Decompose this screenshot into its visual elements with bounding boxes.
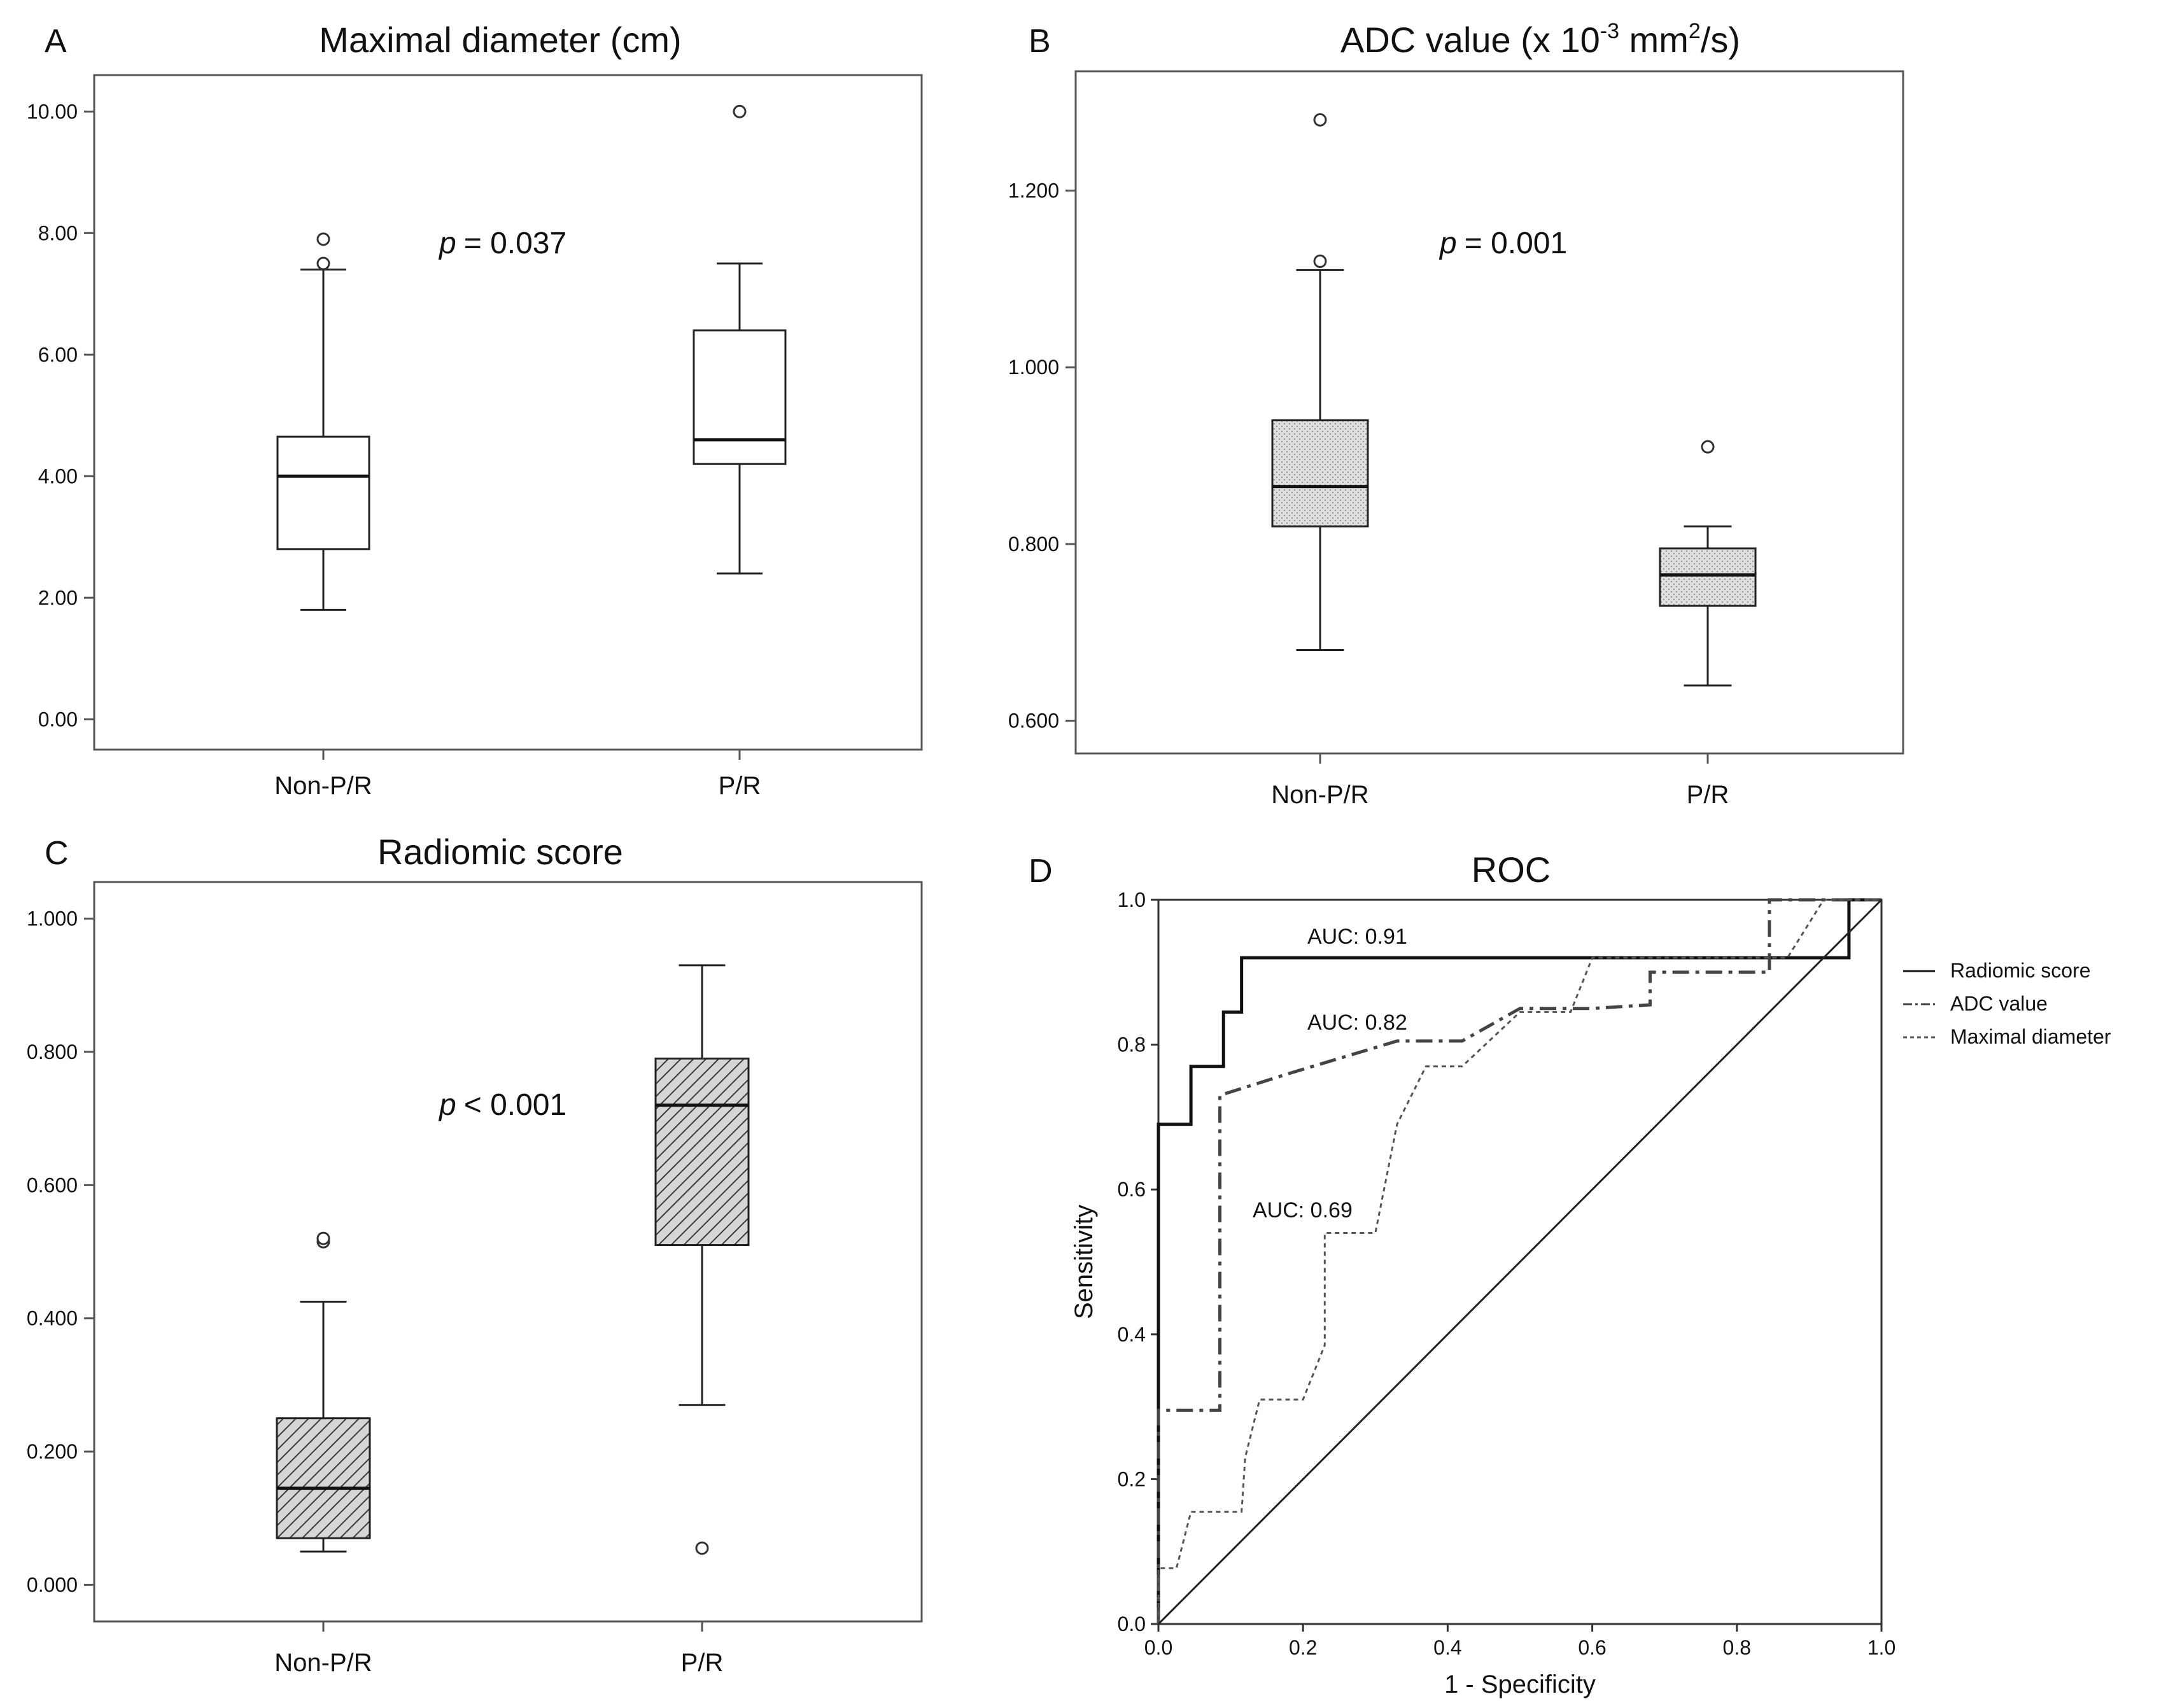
auc-label-maximal-diameter: AUC: 0.69 (1253, 1198, 1353, 1222)
panel-a-y-tick-label: 4.00 (38, 465, 78, 487)
panel-d-legend: Radiomic score ADC value Maximal diameter (1903, 959, 2111, 1048)
panel-a-title: Maximal diameter (cm) (319, 20, 681, 60)
panel-c-y-tick-label: 0.200 (27, 1440, 78, 1463)
panel-d-y-tick-label: 1.0 (1118, 888, 1146, 911)
panel-c-radiomic-score: Radiomic score 0.000 0.200 0.400 0.600 0.800… (27, 832, 923, 1677)
panel-b-category-label: Non-P/R (1271, 781, 1368, 809)
panel-letter-b: B (1029, 23, 1051, 60)
panel-a-p-value: p = 0.037 (438, 227, 566, 260)
panel-a-plot-frame (93, 74, 923, 751)
panel-b-p-value: p = 0.001 (1438, 227, 1567, 260)
panel-c-y-tick-label: 0.800 (27, 1040, 78, 1063)
panel-a-box-nonpr (276, 435, 370, 550)
roc-curve-adc-value (1157, 898, 1881, 1624)
panel-a-y-tick-label: 0.00 (38, 708, 78, 731)
panel-d-roc: ROC 0.0 0.2 0.4 0.6 0.8 1.0 0.0 0.2 0.4 0.6 0.8 1.0… (1070, 850, 2111, 1698)
panel-letter-c: C (45, 835, 69, 872)
panel-a-category-label: Non-P/R (274, 772, 372, 800)
panel-d-x-tick-label: 0.2 (1289, 1636, 1317, 1659)
panel-c-p-value: p < 0.001 (438, 1088, 566, 1122)
panel-b-outlier-point (1701, 440, 1715, 454)
roc-reference-diagonal (1157, 899, 1883, 1625)
panel-b-outlier-point (1313, 113, 1327, 127)
panel-a-y-tick-label: 8.00 (38, 221, 78, 244)
panel-b-outlier-point (1313, 255, 1327, 269)
panel-c-y-tick-label: 0.400 (27, 1307, 78, 1330)
panel-letter-a: A (45, 23, 67, 60)
roc-curve-maximal-diameter (1157, 899, 1881, 1624)
panel-c-category-label: P/R (681, 1649, 724, 1677)
panel-b-y-tick-label: 0.600 (1008, 710, 1059, 732)
panel-b-box-pr (1659, 547, 1757, 607)
panel-a-maximal-diameter: Maximal diameter (cm) 0.00 2.00 4.00 6.00 8.… (27, 20, 923, 800)
panel-a-y-tick-label: 6.00 (38, 343, 78, 366)
panel-c-plot-frame (93, 881, 923, 1623)
panel-c-box-nonpr (276, 1417, 371, 1539)
panel-c-y-tick-label: 1.000 (27, 907, 78, 930)
panel-d-title: ROC (1472, 850, 1551, 890)
panel-b-category-label: P/R (1687, 781, 1729, 809)
panel-d-y-tick-label: 0.4 (1118, 1323, 1146, 1346)
panel-b-box-nonpr (1271, 419, 1369, 528)
panel-d-y-tick-label: 0.0 (1118, 1613, 1146, 1635)
panel-c-outlier-point (316, 1231, 330, 1245)
panel-b-adc-value: ADC value (x 10-3 mm2/s) 0.600 0.800 1.000… (1008, 19, 1904, 809)
panel-c-y-tick-label: 0.000 (27, 1573, 78, 1596)
legend-label-radiomic-score: Radiomic score (1950, 959, 2091, 982)
legend-label-adc-value: ADC value (1950, 992, 2048, 1015)
panel-b-y-tick-label: 1.000 (1008, 356, 1059, 379)
panel-c-outlier-point (695, 1541, 709, 1555)
panel-d-y-tick-label: 0.8 (1118, 1033, 1146, 1056)
panel-b-plot-frame (1074, 70, 1904, 755)
panel-letter-d: D (1029, 853, 1053, 890)
panel-a-box-pr (693, 329, 787, 465)
panel-d-x-tick-label: 0.4 (1433, 1636, 1461, 1659)
panel-c-y-tick-label: 0.600 (27, 1173, 78, 1196)
auc-label-adc-value: AUC: 0.82 (1307, 1011, 1407, 1035)
panel-b-title: ADC value (x 10-3 mm2/s) (1340, 19, 1740, 60)
panel-d-x-tick-label: 1.0 (1867, 1636, 1895, 1659)
panel-c-box-pr (654, 1057, 750, 1247)
panel-d-x-tick-label: 0.8 (1723, 1636, 1751, 1659)
panel-d-y-tick-label: 0.2 (1118, 1467, 1146, 1490)
panel-b-y-tick-label: 0.800 (1008, 533, 1059, 556)
panel-a-y-tick-label: 2.00 (38, 586, 78, 609)
panel-d-x-label: 1 - Specificity (1444, 1670, 1596, 1698)
panel-c-category-label: Non-P/R (274, 1649, 372, 1677)
panel-a-outlier-point (733, 104, 747, 118)
panel-b-y-tick-label: 1.200 (1008, 179, 1059, 202)
legend-label-maximal-diameter: Maximal diameter (1950, 1025, 2111, 1048)
roc-curve-radiomic-score (1157, 898, 1881, 1624)
panel-d-x-tick-label: 0.6 (1578, 1636, 1606, 1659)
panel-a-y-tick-label: 10.00 (27, 100, 78, 123)
auc-label-radiomic-score: AUC: 0.91 (1307, 925, 1407, 949)
panel-d-y-tick-label: 0.6 (1118, 1178, 1146, 1201)
panel-c-title: Radiomic score (377, 832, 623, 872)
panel-d-y-label: Sensitivity (1070, 1205, 1098, 1319)
panel-d-x-tick-label: 0.0 (1144, 1636, 1172, 1659)
panel-a-category-label: P/R (719, 772, 761, 800)
panel-a-outlier-point (316, 256, 330, 270)
panel-a-outlier-point (316, 232, 330, 246)
